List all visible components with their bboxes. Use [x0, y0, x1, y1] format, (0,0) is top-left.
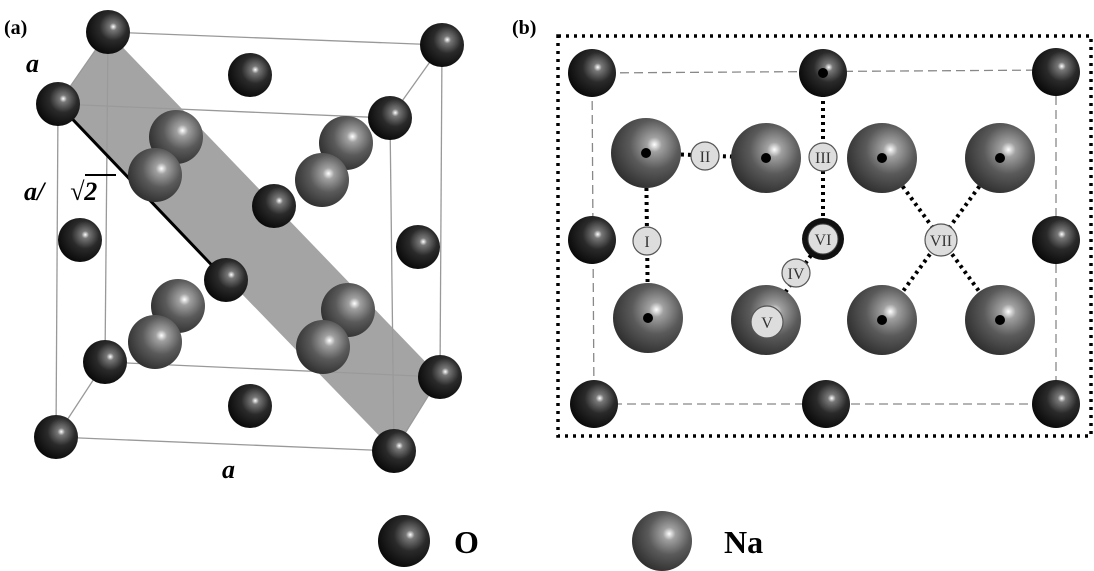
- sodium-atom: [128, 148, 182, 202]
- oxygen-atom: [568, 49, 616, 97]
- site-V-label: V: [761, 315, 773, 332]
- oxygen-atom: [1032, 48, 1080, 96]
- oxygen-atom: [568, 216, 616, 264]
- site-III-label: III: [815, 150, 831, 167]
- sodium-atom: [296, 320, 350, 374]
- oxygen-atom: [418, 355, 462, 399]
- panel-a-label: (a): [4, 17, 27, 39]
- hop-paths: [644, 73, 1002, 322]
- oxygen-atom: [228, 384, 272, 428]
- sodium-atom: [128, 315, 182, 369]
- legend-sodium-swatch: [632, 511, 692, 571]
- panel-b-label: (b): [512, 17, 536, 39]
- oxygen-atom: [204, 258, 248, 302]
- sodium-atom: [295, 153, 349, 207]
- site-II: II: [690, 141, 720, 171]
- oxygen-atom: [252, 184, 296, 228]
- oxygen-atom: [1032, 216, 1080, 264]
- outer-frame: [556, 34, 1093, 438]
- legend-sodium-label: Na: [724, 524, 763, 560]
- oxygen-atom: [36, 82, 80, 126]
- site-II-label: II: [700, 149, 711, 166]
- panel-a: (a): [4, 10, 464, 484]
- panel-b: (b): [512, 17, 1093, 438]
- diagonal-label-prefix: a/: [24, 177, 47, 206]
- oxygen-atom: [372, 429, 416, 473]
- site-VI: VI: [802, 218, 844, 260]
- site-IV-label: IV: [788, 266, 805, 283]
- oxygen-atom: [420, 23, 464, 67]
- oxygen-atom: [570, 380, 618, 428]
- oxygen-atom: [58, 218, 102, 262]
- oxygen-atom: [396, 225, 440, 269]
- site-VI-label: VI: [815, 232, 832, 249]
- diagonal-label-root: √2: [70, 177, 97, 206]
- site-VII-label: VII: [930, 233, 952, 250]
- oxygen-atom: [1032, 380, 1080, 428]
- site-VII: VII: [924, 223, 958, 257]
- oxygen-atom: [228, 53, 272, 97]
- site-IV: IV: [781, 258, 811, 288]
- site-III: III: [808, 142, 838, 172]
- oxygen-atom: [86, 10, 130, 54]
- atom-center-dots: [641, 68, 1005, 325]
- site-I: I: [632, 226, 662, 256]
- oxygen-atom: [368, 96, 412, 140]
- oxygen-atom: [802, 380, 850, 428]
- site-V: V: [750, 305, 784, 339]
- diagonal-label: a/ √2: [24, 174, 116, 206]
- edge-label-top: a: [26, 49, 39, 78]
- legend-oxygen-swatch: [378, 515, 430, 567]
- oxygen-atom: [34, 415, 78, 459]
- site-I-label: I: [644, 234, 649, 251]
- edge-label-bottom: a: [222, 455, 235, 484]
- legend-oxygen-label: O: [454, 524, 479, 560]
- legend: O Na: [378, 511, 763, 571]
- oxygen-atom: [83, 340, 127, 384]
